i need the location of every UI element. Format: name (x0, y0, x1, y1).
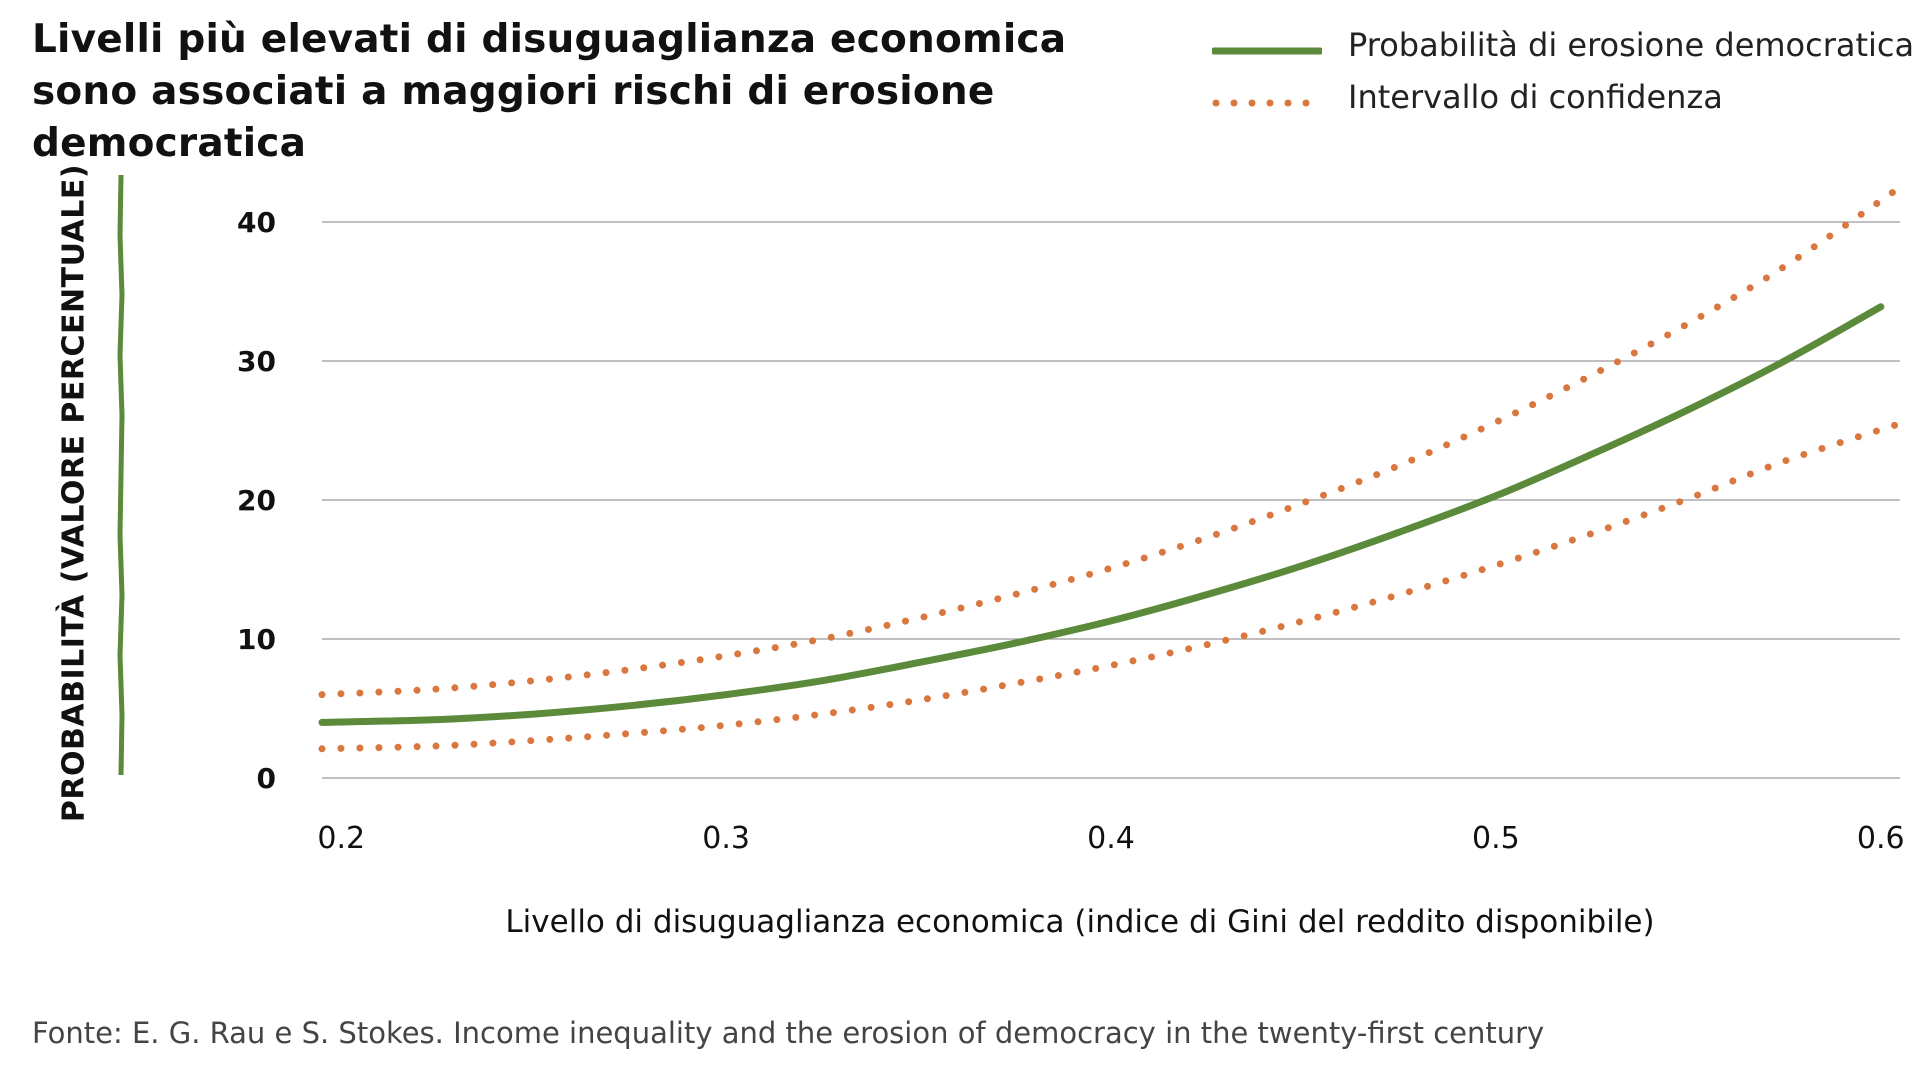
x-tick-label: 0.2 (317, 821, 365, 856)
grid-lines (322, 221, 1900, 779)
y-tick-label: 40 (237, 206, 276, 239)
x-tick-label: 0.5 (1472, 821, 1520, 856)
x-tick-label: 0.6 (1857, 821, 1905, 856)
y-tick-label: 20 (237, 484, 276, 517)
chart-title: Livelli più elevati di disuguaglianza ec… (32, 17, 1067, 166)
legend-item-main: Probabilità di erosione democratica (1212, 22, 1915, 74)
source-note: Fonte: E. G. Rau e S. Stokes. Income ine… (32, 1016, 1545, 1050)
series-line-confidence-upper (318, 183, 1904, 699)
y-tick-labels: 0 10 20 30 40 (237, 206, 276, 795)
y-tick-label: 10 (237, 623, 276, 656)
legend-label-main: Probabilità di erosione democratica (1348, 26, 1915, 64)
series-line-probability (318, 303, 1885, 726)
series-lines (318, 183, 1904, 753)
legend: Probabilità di erosione democratica Inte… (1212, 22, 1915, 126)
y-tick-label: 0 (257, 762, 276, 795)
y-axis-brush-path (117, 175, 125, 775)
legend-swatch-solid-line (1212, 47, 1322, 55)
x-tick-label: 0.4 (1087, 821, 1135, 856)
x-tick-labels: 0.2 0.3 0.4 0.5 0.6 (317, 821, 1904, 856)
series-line-confidence-lower (318, 420, 1904, 753)
legend-item-confidence: Intervallo di confidenza (1212, 74, 1912, 126)
y-tick-label: 30 (237, 345, 276, 378)
legend-swatch-dotted-line (1212, 99, 1322, 107)
legend-label-confidence: Intervallo di confidenza (1348, 78, 1723, 116)
x-tick-label: 0.3 (702, 821, 750, 856)
x-axis-title: Livello di disuguaglianza economica (ind… (505, 904, 1655, 940)
y-axis-brush-stroke (117, 175, 125, 775)
